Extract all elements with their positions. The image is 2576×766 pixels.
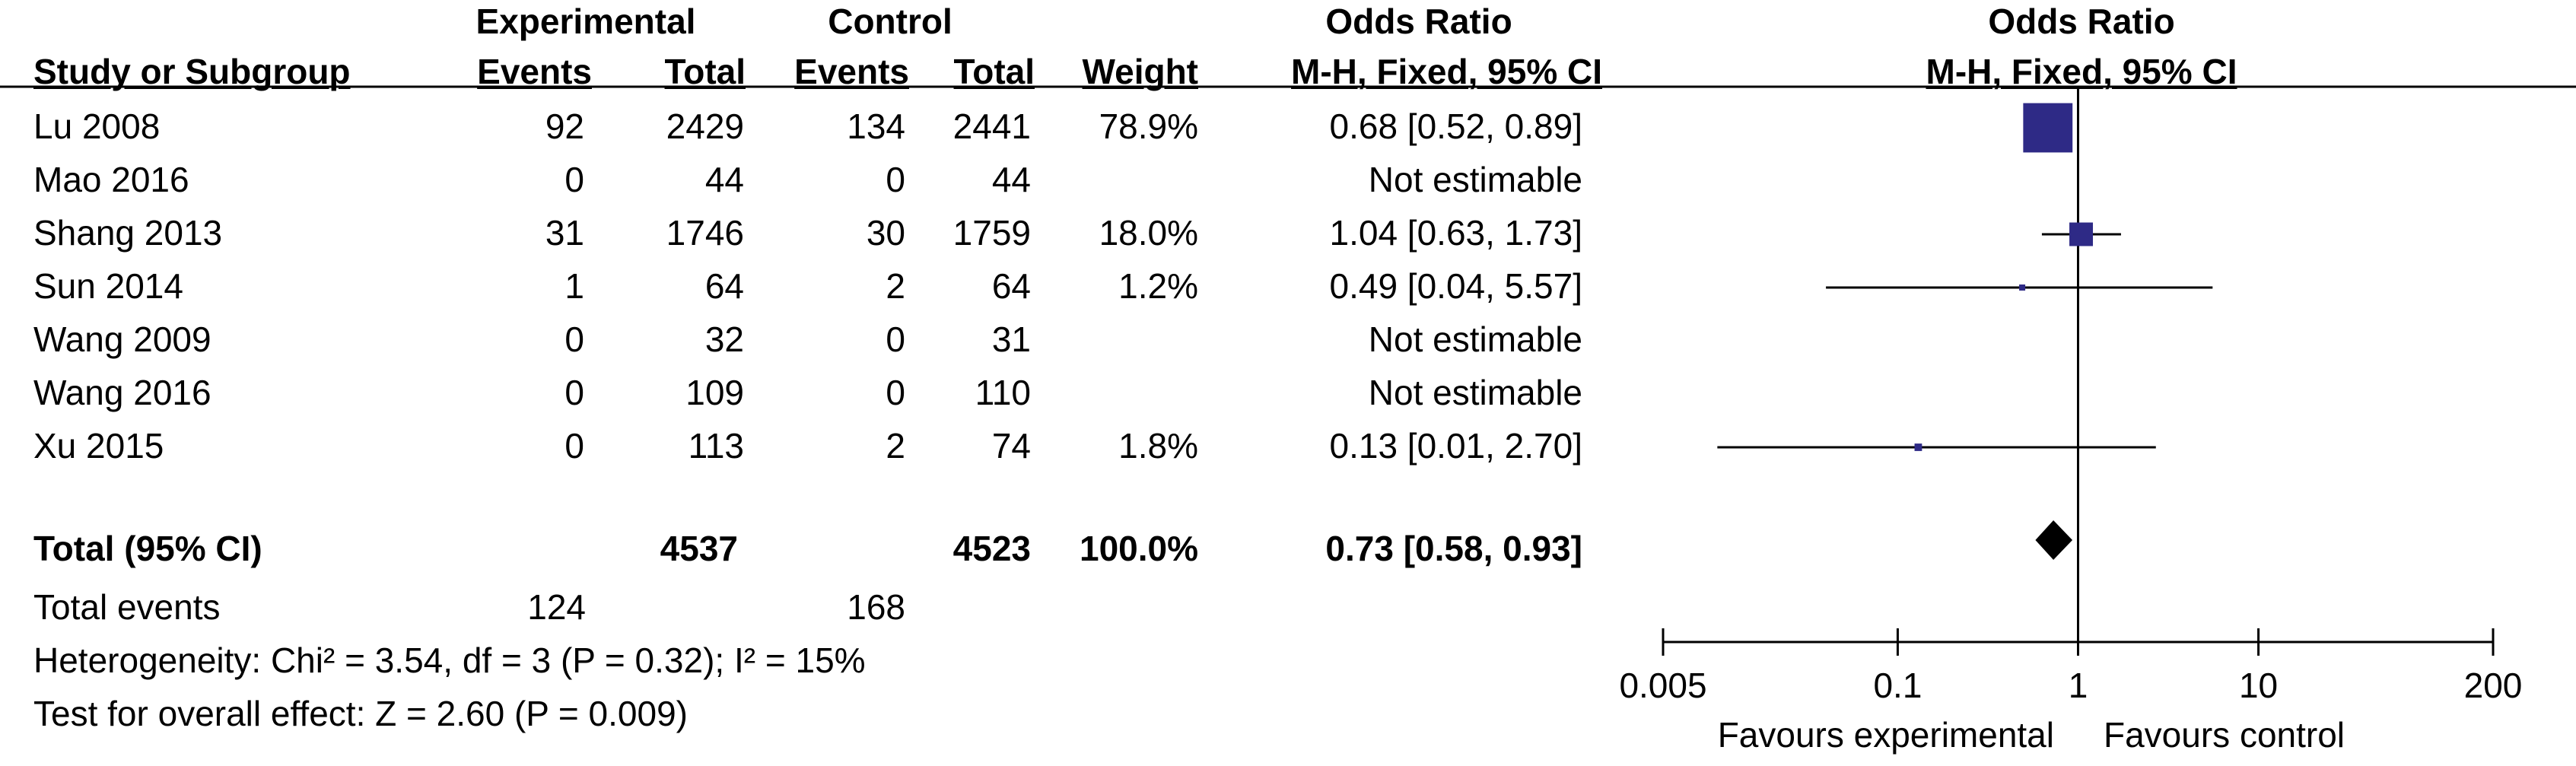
cell-ctl-events: 0	[886, 319, 905, 359]
x-tick-label: 200	[2464, 666, 2523, 705]
cell-name: Xu 2015	[33, 426, 164, 466]
total-events-exp: 124	[527, 587, 586, 627]
cell-or-text: Not estimable	[1368, 160, 1582, 199]
heterogeneity-text: Heterogeneity: Chi² = 3.54, df = 3 (P = …	[33, 640, 866, 680]
point-estimate	[1914, 443, 1922, 451]
control-group-header: Control	[828, 2, 952, 41]
odds-ratio-header-right: Odds Ratio	[1988, 2, 2175, 41]
total-or-text: 0.73 [0.58, 0.93]	[1325, 529, 1582, 568]
cell-ctl-total: 44	[991, 160, 1031, 199]
cell-ctl-total: 2441	[952, 106, 1031, 146]
total-events-label: Total events	[33, 587, 221, 627]
x-tick-label: 0.1	[1873, 666, 1922, 705]
cell-ctl-total: 1759	[952, 213, 1031, 253]
cell-exp-total: 1746	[666, 213, 744, 253]
point-estimate	[2023, 103, 2073, 153]
cell-exp-events: 0	[564, 319, 584, 359]
total-exp-total: 4537	[660, 529, 738, 568]
weight-header: Weight	[1082, 52, 1198, 91]
cell-exp-total: 64	[704, 266, 744, 306]
cell-ctl-events: 2	[886, 426, 905, 466]
cell-exp-events: 0	[564, 373, 584, 412]
pooled-diamond	[2035, 520, 2073, 560]
cell-ctl-total: 31	[991, 319, 1031, 359]
cell-weight: 1.2%	[1118, 266, 1198, 306]
cell-exp-total: 32	[704, 319, 744, 359]
cell-exp-events: 0	[564, 160, 584, 199]
cell-exp-total: 2429	[666, 106, 744, 146]
favours-experimental-label: Favours experimental	[1718, 715, 2054, 755]
cell-exp-events: 0	[564, 426, 584, 466]
x-tick-label: 1	[2069, 666, 2088, 705]
cell-or-text: 0.13 [0.01, 2.70]	[1329, 426, 1583, 466]
total-ctl-total: 4523	[952, 529, 1031, 568]
point-estimate	[2069, 222, 2094, 246]
cell-ctl-events: 0	[886, 160, 905, 199]
experimental-group-header: Experimental	[475, 2, 696, 41]
x-tick-label: 10	[2239, 666, 2278, 705]
x-tick-label: 0.005	[1619, 666, 1706, 705]
cell-name: Shang 2013	[33, 213, 223, 253]
cell-exp-total: 113	[688, 426, 744, 466]
cell-exp-events: 92	[545, 106, 584, 146]
cell-ctl-events: 0	[886, 373, 905, 412]
exp-events-header: Events	[477, 52, 592, 91]
cell-ctl-total: 74	[991, 426, 1031, 466]
cell-ctl-events: 30	[866, 213, 905, 253]
cell-name: Wang 2016	[33, 373, 211, 412]
method-header-right: M-H, Fixed, 95% CI	[1926, 52, 2237, 91]
cell-ctl-total: 110	[975, 373, 1031, 412]
study-column-header: Study or Subgroup	[33, 52, 351, 91]
overall-effect-text: Test for overall effect: Z = 2.60 (P = 0…	[33, 694, 688, 733]
cell-name: Sun 2014	[33, 266, 183, 306]
ctl-total-header: Total	[953, 52, 1035, 91]
cell-exp-total: 44	[704, 160, 744, 199]
cell-name: Mao 2016	[33, 160, 189, 199]
cell-weight: 78.9%	[1099, 106, 1198, 146]
cell-exp-events: 1	[564, 266, 584, 306]
total-events-ctl: 168	[847, 587, 905, 627]
total-weight: 100.0%	[1079, 529, 1198, 568]
cell-ctl-events: 2	[886, 266, 905, 306]
cell-weight: 18.0%	[1099, 213, 1198, 253]
cell-or-text: Not estimable	[1368, 319, 1582, 359]
cell-ctl-events: 134	[847, 106, 905, 146]
exp-total-header: Total	[664, 52, 746, 91]
cell-or-text: 0.49 [0.04, 5.57]	[1329, 266, 1583, 306]
odds-ratio-header-left: Odds Ratio	[1325, 2, 1512, 41]
cell-weight: 1.8%	[1118, 426, 1198, 466]
cell-exp-events: 31	[545, 213, 584, 253]
cell-exp-total: 109	[685, 373, 744, 412]
cell-or-text: 0.68 [0.52, 0.89]	[1329, 106, 1583, 146]
cell-or-text: Not estimable	[1368, 373, 1582, 412]
ctl-events-header: Events	[794, 52, 909, 91]
point-estimate	[2019, 284, 2026, 291]
total-label: Total (95% CI)	[33, 529, 262, 568]
cell-name: Lu 2008	[33, 106, 161, 146]
method-header-left: M-H, Fixed, 95% CI	[1291, 52, 1602, 91]
favours-control-label: Favours control	[2104, 715, 2345, 755]
cell-name: Wang 2009	[33, 319, 211, 359]
cell-ctl-total: 64	[991, 266, 1031, 306]
cell-or-text: 1.04 [0.63, 1.73]	[1329, 213, 1583, 253]
